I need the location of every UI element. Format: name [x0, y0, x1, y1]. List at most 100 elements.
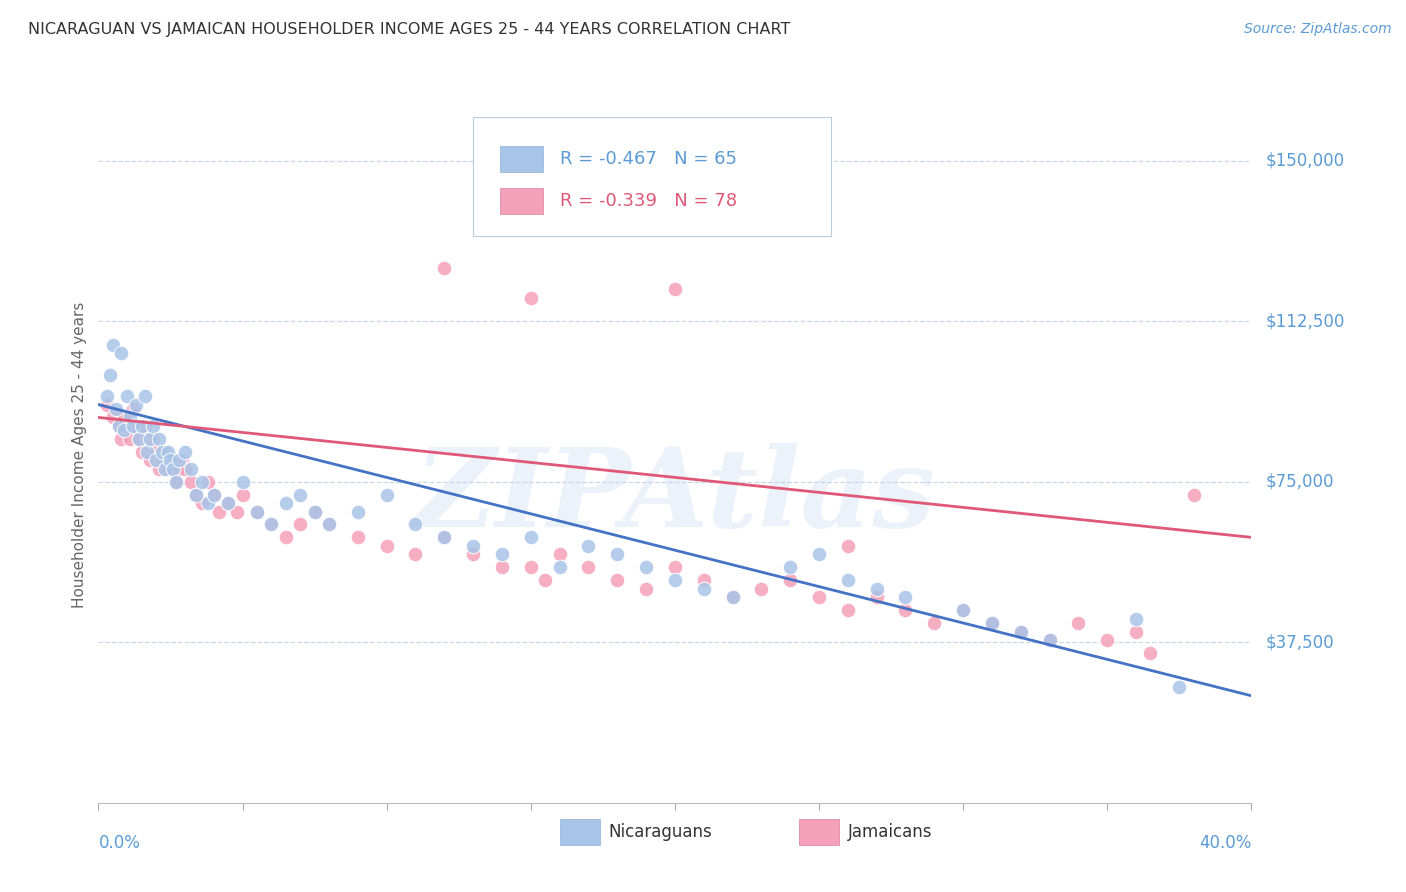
Point [548, 548, 571, 562]
Point [807, 548, 830, 562]
Point [150, 444, 173, 458]
Point [167, 462, 190, 476]
Point [217, 496, 239, 510]
Point [578, 560, 600, 574]
Point [148, 432, 170, 446]
Point [721, 591, 744, 605]
Point [139, 453, 162, 467]
Point [167, 453, 190, 467]
Point [150, 453, 173, 467]
Point [125, 398, 148, 412]
Point [274, 530, 297, 544]
Point [202, 487, 225, 501]
Point [122, 401, 145, 416]
Text: R = -0.467   N = 65: R = -0.467 N = 65 [560, 150, 737, 169]
Point [807, 591, 830, 605]
Point [491, 548, 513, 562]
Text: R = -0.339   N = 78: R = -0.339 N = 78 [560, 192, 737, 210]
Point [134, 389, 156, 403]
Point [162, 462, 184, 476]
Point [534, 573, 557, 587]
Point [520, 291, 543, 305]
Text: Jamaicans: Jamaicans [848, 822, 932, 841]
Point [125, 419, 148, 434]
Point [159, 453, 181, 467]
Text: ZIPAtlas: ZIPAtlas [415, 443, 935, 550]
Point [107, 419, 129, 434]
Point [636, 582, 658, 596]
Point [375, 539, 398, 553]
Point [981, 615, 1004, 630]
Point [1097, 633, 1119, 648]
Point [405, 548, 427, 562]
Point [186, 487, 208, 501]
Point [433, 260, 456, 275]
Point [191, 475, 214, 489]
Point [165, 475, 187, 489]
Point [433, 530, 456, 544]
Point [1038, 633, 1062, 648]
Point [110, 432, 132, 446]
Point [122, 419, 145, 434]
Point [721, 591, 744, 605]
Point [117, 389, 138, 403]
Point [1010, 624, 1032, 639]
Point [894, 603, 917, 617]
Point [290, 487, 312, 501]
Text: $112,500: $112,500 [1265, 312, 1344, 330]
Point [346, 505, 368, 519]
Point [225, 505, 247, 519]
Point [1125, 612, 1147, 626]
Point [142, 432, 165, 446]
Point [156, 444, 179, 458]
Point [136, 444, 159, 458]
Point [180, 462, 202, 476]
Text: NICARAGUAN VS JAMAICAN HOUSEHOLDER INCOME AGES 25 - 44 YEARS CORRELATION CHART: NICARAGUAN VS JAMAICAN HOUSEHOLDER INCOM… [28, 22, 790, 37]
Bar [499, 187, 544, 214]
Point [866, 591, 889, 605]
Point [117, 419, 138, 434]
Point [1010, 624, 1032, 639]
Point [779, 573, 801, 587]
Text: 0.0%: 0.0% [98, 834, 141, 852]
Point [1139, 646, 1161, 660]
Point [520, 560, 543, 574]
Point [101, 410, 124, 425]
Point [548, 560, 571, 574]
Text: Nicaraguans: Nicaraguans [609, 822, 713, 841]
Point [101, 337, 124, 351]
Point [142, 419, 165, 434]
Point [1125, 624, 1147, 639]
Point [202, 487, 225, 501]
Point [120, 432, 142, 446]
Point [304, 505, 326, 519]
Point [461, 539, 484, 553]
Point [664, 560, 686, 574]
Point [197, 475, 219, 489]
Point [1067, 615, 1090, 630]
Point [375, 487, 398, 501]
Point [153, 444, 176, 458]
Point [165, 475, 187, 489]
Bar [499, 146, 544, 172]
Point [112, 423, 135, 437]
Point [636, 560, 658, 574]
Point [433, 530, 456, 544]
Point [664, 282, 686, 296]
Text: $75,000: $75,000 [1265, 473, 1334, 491]
Point [1038, 633, 1062, 648]
Point [208, 505, 231, 519]
Point [922, 615, 945, 630]
Point [145, 453, 167, 467]
Point [170, 453, 193, 467]
Point [346, 530, 368, 544]
Point [162, 462, 184, 476]
Point [104, 401, 127, 416]
Point [174, 444, 197, 458]
Point [664, 573, 686, 587]
Point [148, 462, 170, 476]
Y-axis label: Householder Income Ages 25 - 44 years: Householder Income Ages 25 - 44 years [72, 301, 87, 608]
Point [98, 368, 121, 382]
Point [952, 603, 974, 617]
Point [112, 410, 135, 425]
